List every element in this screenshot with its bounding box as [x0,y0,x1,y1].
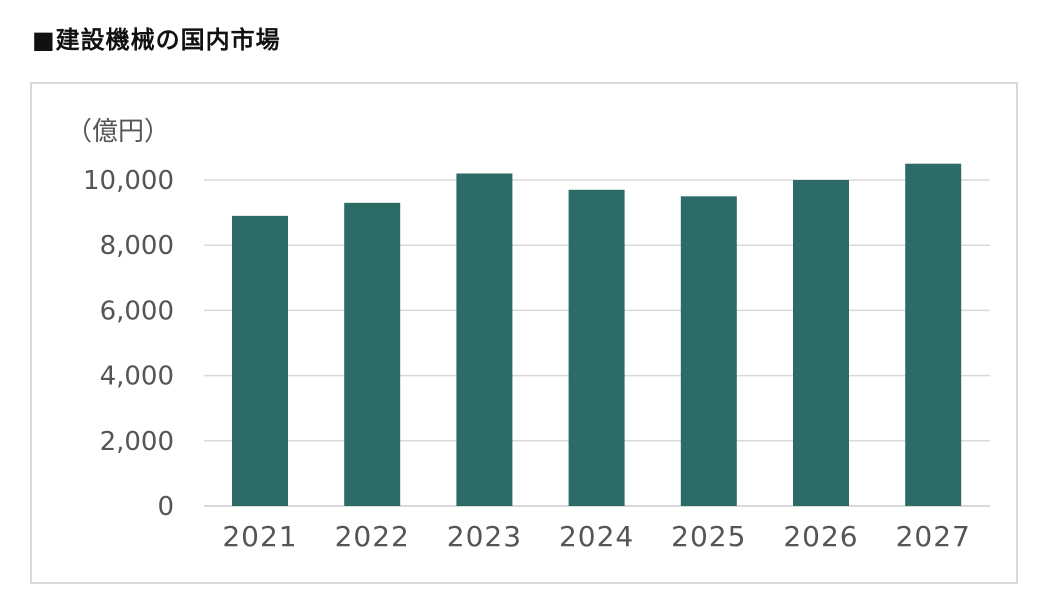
y-tick-label: 10,000 [83,166,174,196]
x-tick-label: 2024 [559,520,634,553]
bar-2022 [344,202,401,506]
bar-2023 [456,173,513,507]
y-axis-ticks: 0 2,000 4,000 6,000 8,000 10,000 [83,166,174,522]
bar-2026 [793,180,849,506]
x-tick-label: 2022 [335,520,410,553]
x-tick-label: 2021 [222,520,297,553]
x-tick-label: 2026 [783,520,858,553]
page-title: ■建設機械の国内市場 [32,26,281,54]
y-tick-label: 8,000 [100,231,174,261]
bars [232,163,962,507]
bar-2025 [680,196,737,507]
y-tick-label: 4,000 [100,362,174,392]
bar-2027 [905,163,962,506]
y-tick-label: 2,000 [100,427,174,457]
y-tick-label: 6,000 [100,296,174,326]
y-tick-label: 0 [157,492,174,522]
x-tick-label: 2023 [447,520,522,553]
chart-frame [30,82,1018,584]
x-tick-label: 2027 [896,520,971,553]
bar-2021 [232,215,288,507]
x-axis-ticks: 2021 2022 2023 2024 2025 2026 2027 [222,520,971,553]
x-tick-label: 2025 [671,520,746,553]
y-axis-unit-label: （億円） [66,117,170,147]
bar-2024 [568,189,625,506]
